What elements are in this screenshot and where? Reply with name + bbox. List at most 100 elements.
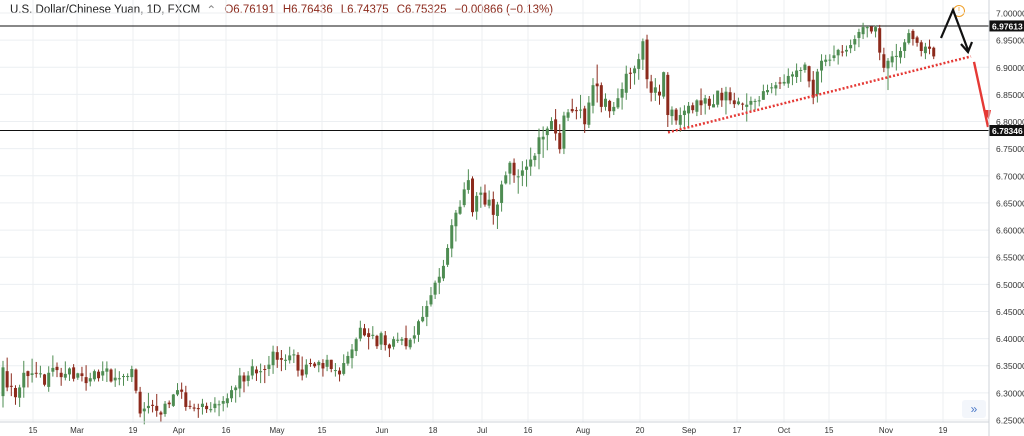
candle-body [529, 159, 533, 167]
candle-body [138, 391, 142, 414]
time-tick-label: 19 [129, 426, 138, 435]
price-tick-label: 6.80000 [996, 117, 1024, 127]
candle-body [807, 66, 811, 82]
time-axis: 15 Mar 19 Apr 16 May 15 Jun 18 Jul 16 Aug 20 Sep 17 Oct… [0, 421, 989, 435]
candle-body [782, 81, 786, 84]
candle-body [595, 83, 599, 87]
candle-body [51, 367, 55, 372]
candle-body [687, 105, 691, 114]
time-tick-label: 19 [939, 426, 948, 435]
candle-body [869, 26, 873, 32]
price-tag-box [989, 125, 1024, 137]
candle-body [732, 100, 736, 105]
candle-body [146, 405, 150, 409]
candle-body [450, 225, 454, 249]
price-tick-label: 6.90000 [996, 63, 1024, 73]
price-tick-label: 6.65000 [996, 198, 1024, 208]
candle-body [583, 108, 587, 125]
time-tick-label: 20 [636, 426, 645, 435]
candle-body [890, 56, 894, 63]
candle-body [313, 363, 317, 367]
candle-body [259, 371, 263, 373]
candle-body [184, 392, 188, 407]
candle-body [383, 335, 387, 346]
candle-body [894, 55, 898, 57]
candle-body [628, 72, 632, 74]
candle-body [288, 355, 292, 361]
candle-body [662, 72, 666, 97]
candle-body [666, 74, 670, 116]
candle-body [624, 73, 628, 93]
time-tick-label: 15 [29, 426, 38, 435]
candle-body [928, 46, 932, 49]
candle-body [13, 387, 17, 398]
price-tick-label: 6.55000 [996, 253, 1024, 263]
candle-body [653, 87, 657, 93]
candle-body [155, 405, 159, 411]
candle-body [861, 27, 865, 35]
candle-body [192, 407, 196, 409]
candle-body [844, 49, 848, 52]
candle-body [608, 100, 612, 112]
price-tag-box [989, 20, 1024, 32]
candle-body [163, 403, 167, 415]
candle-body [707, 98, 711, 106]
candle-body [824, 59, 828, 62]
candle-body [396, 339, 400, 341]
candle-body [591, 85, 595, 106]
candle-body [200, 403, 204, 407]
candle-body [853, 39, 857, 45]
time-tick-label: 16 [524, 426, 533, 435]
price-tick-label: 7.00000 [996, 9, 1024, 19]
candle-body [446, 247, 450, 265]
price-tick-label: 6.70000 [996, 171, 1024, 181]
candle-body [417, 321, 420, 335]
candle-body [712, 104, 716, 108]
downside-arrow-shaft [972, 61, 990, 128]
candle-body [703, 98, 707, 104]
candle-body [716, 90, 720, 105]
time-tick-label: Sep [682, 426, 697, 435]
candle-body [471, 178, 475, 213]
price-tick-label: 6.95000 [996, 36, 1024, 46]
collapse-chevron-icon[interactable]: ⌃ [206, 3, 217, 17]
candle-body [587, 102, 591, 125]
candle-body [9, 385, 13, 387]
candle-body [213, 403, 217, 409]
price-axis: 6.25000 6.30000 6.35000 6.40000 6.45000 6.500… [988, 0, 1024, 436]
candle-body [745, 104, 749, 107]
candle-body [84, 377, 88, 384]
candle-body [346, 355, 350, 364]
candle-body [458, 206, 462, 214]
candle-body [437, 276, 441, 283]
projection-path [939, 7, 970, 51]
candle-body [392, 339, 396, 347]
price-tick-label: 6.50000 [996, 280, 1024, 290]
time-tick-label: 15 [825, 426, 834, 435]
horizontal-levels: 6.97613 6.78346 [0, 20, 1024, 137]
candle-body [275, 352, 279, 360]
candle-body [795, 70, 799, 78]
candle-body [919, 42, 923, 51]
candle-body [579, 109, 583, 111]
candle-body [151, 404, 155, 406]
candle-body [803, 64, 807, 70]
time-tick-label: May [269, 426, 284, 435]
candle-body [292, 354, 296, 356]
candle-body [907, 33, 911, 43]
candle-body [358, 327, 362, 339]
candle-body [720, 92, 724, 101]
candle-body [479, 192, 483, 195]
candle-body [491, 199, 495, 215]
scroll-to-latest-button[interactable]: » [962, 400, 986, 418]
candle-body [757, 100, 761, 102]
candle-body [67, 368, 71, 375]
price-tick-label: 6.40000 [996, 334, 1024, 344]
candle-body [238, 375, 242, 389]
candle-body [475, 195, 479, 212]
candle-body [786, 75, 790, 84]
projection-arrowhead [960, 41, 974, 55]
candle-body [300, 369, 304, 376]
candle-body [188, 405, 192, 407]
